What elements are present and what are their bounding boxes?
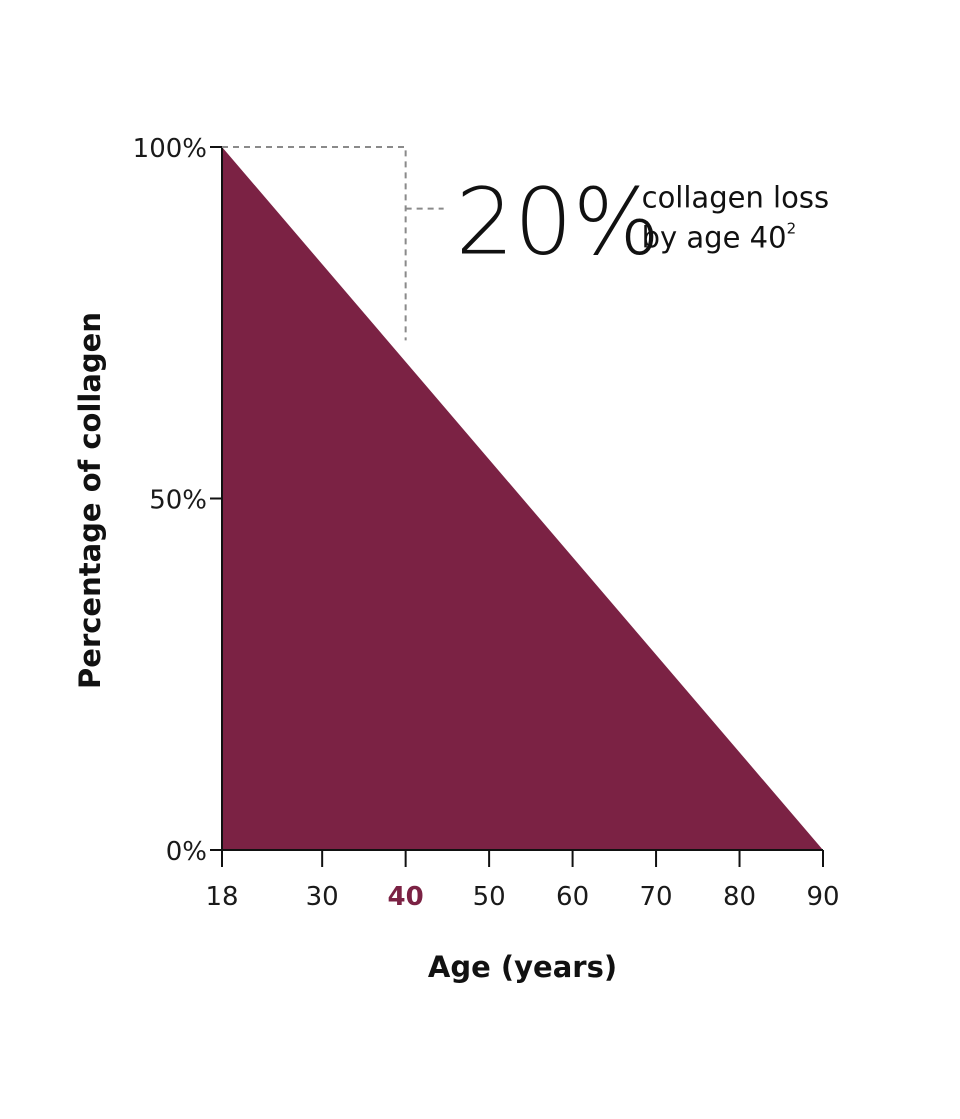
x-axis-title: Age (years) [428,950,617,984]
x-tick-label: 50 [473,882,506,912]
x-tick-label: 90 [806,882,839,912]
annotation-value: 20% [456,169,660,276]
x-tick-label: 30 [306,882,339,912]
x-tick-label: 70 [640,882,673,912]
annotation-line2: by age 402 [642,220,796,255]
y-tick-label: 100% [133,134,207,164]
x-tick-label: 60 [556,882,589,912]
collagen-area [222,147,823,850]
annotation-line1: collagen loss [642,181,829,215]
x-tick-label: 80 [723,882,756,912]
y-tick-label: 0% [166,837,207,867]
annotation: 20% collagen loss by age 402 [222,146,829,341]
y-tick-label: 50% [149,486,207,516]
annotation-bracket [222,146,407,341]
x-ticks: 18 30 40 50 60 70 80 90 [205,850,840,912]
x-tick-label: 18 [205,882,238,912]
y-ticks: 0% 50% 100% [133,134,222,867]
annotation-line2-text: by age 40 [642,221,787,255]
y-axis-title: Percentage of collagen [73,312,107,689]
x-tick-label: 40 [388,882,424,912]
annotation-superscript: 2 [787,220,797,238]
